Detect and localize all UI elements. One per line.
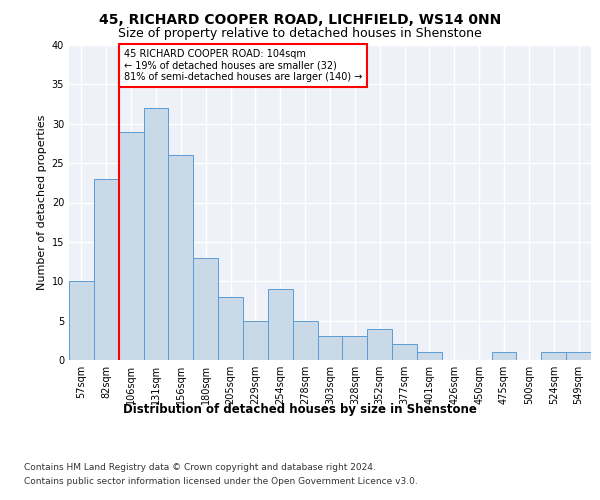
Bar — [491, 352, 517, 360]
Bar — [367, 328, 392, 360]
Text: 45, RICHARD COOPER ROAD, LICHFIELD, WS14 0NN: 45, RICHARD COOPER ROAD, LICHFIELD, WS14… — [99, 12, 501, 26]
Bar — [243, 320, 268, 360]
Bar — [218, 297, 243, 360]
Bar — [268, 289, 293, 360]
Bar — [541, 352, 566, 360]
Bar — [566, 352, 591, 360]
Bar — [417, 352, 442, 360]
Bar — [143, 108, 169, 360]
Bar — [193, 258, 218, 360]
Bar — [119, 132, 143, 360]
Text: Distribution of detached houses by size in Shenstone: Distribution of detached houses by size … — [123, 402, 477, 415]
Bar — [392, 344, 417, 360]
Bar — [317, 336, 343, 360]
Text: 45 RICHARD COOPER ROAD: 104sqm
← 19% of detached houses are smaller (32)
81% of : 45 RICHARD COOPER ROAD: 104sqm ← 19% of … — [124, 49, 362, 82]
Y-axis label: Number of detached properties: Number of detached properties — [37, 115, 47, 290]
Bar — [343, 336, 367, 360]
Text: Contains HM Land Registry data © Crown copyright and database right 2024.: Contains HM Land Registry data © Crown c… — [24, 462, 376, 471]
Bar — [293, 320, 317, 360]
Text: Contains public sector information licensed under the Open Government Licence v3: Contains public sector information licen… — [24, 478, 418, 486]
Bar — [94, 179, 119, 360]
Bar — [69, 281, 94, 360]
Text: Size of property relative to detached houses in Shenstone: Size of property relative to detached ho… — [118, 28, 482, 40]
Bar — [169, 155, 193, 360]
